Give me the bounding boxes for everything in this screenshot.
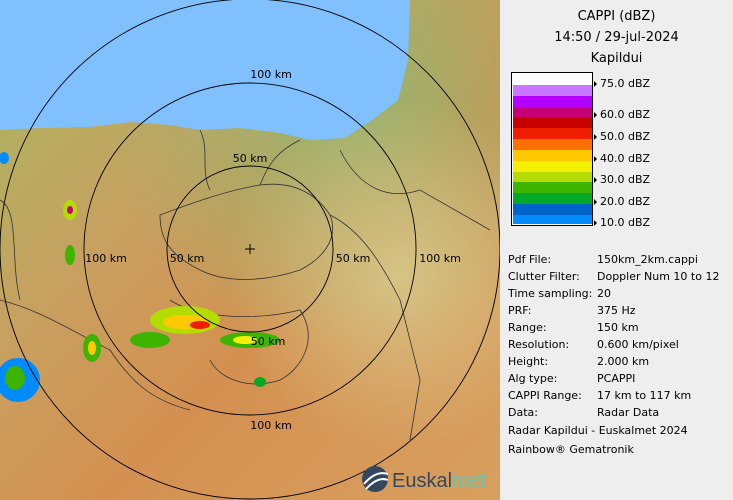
info-row: Alg type: PCAPPI [508, 372, 635, 385]
product-title: CAPPI (dBZ) [577, 9, 656, 24]
info-value: 150 km [597, 321, 639, 334]
info-value: 17 km to 117 km [597, 389, 692, 402]
legend-tick-label: 75.0 dBZ [594, 77, 650, 90]
info-key: CAPPI Range: [508, 389, 582, 402]
legend-band [513, 215, 592, 224]
ring-label: 50 km [170, 252, 205, 265]
ring-label: 50 km [251, 335, 286, 348]
info-value: 150km_2km.cappi [597, 253, 698, 266]
legend-band [513, 161, 592, 172]
legend-band [513, 172, 592, 182]
info-value: PCAPPI [597, 372, 636, 385]
footer-credit: Radar Kapildui - Euskalmet 2024 [508, 424, 688, 437]
legend-band [513, 96, 592, 107]
legend-band [513, 85, 592, 96]
datetime: 14:50 / 29-jul-2024 [554, 30, 679, 45]
info-value: 375 Hz [597, 304, 636, 317]
info-row: Clutter Filter: Doppler Num 10 to 12 [508, 270, 719, 283]
svg-text:Euskalmet: Euskalmet [392, 470, 486, 492]
radar-center-marker [245, 244, 255, 254]
legend-band [513, 128, 592, 139]
info-row: Range: 150 km [508, 321, 639, 334]
info-row: Data: Radar Data [508, 406, 659, 419]
province-borders [0, 129, 491, 441]
info-value: 0.600 km/pixel [597, 338, 679, 351]
legend-tick-label: 60.0 dBZ [594, 108, 650, 121]
rain-echoes [0, 152, 280, 402]
ring-label: 100 km [250, 68, 292, 81]
ring-label: 50 km [233, 152, 268, 165]
info-key: Height: [508, 355, 549, 368]
info-row: PRF: 375 Hz [508, 304, 636, 317]
info-row: Resolution: 0.600 km/pixel [508, 338, 679, 351]
info-value: Doppler Num 10 to 12 [597, 270, 720, 283]
legend-tick-label: 30.0 dBZ [594, 173, 650, 186]
legend-tick-label: 40.0 dBZ [594, 152, 650, 165]
info-value: 20 [597, 287, 611, 300]
info-row: Height: 2.000 km [508, 355, 649, 368]
info-row: CAPPI Range: 17 km to 117 km [508, 389, 691, 402]
ring-label: 100 km [85, 252, 127, 265]
info-value: Radar Data [597, 406, 660, 419]
color-legend [511, 72, 593, 226]
info-key: Clutter Filter: [508, 270, 580, 283]
radar-map: 50 km 50 km 50 km 50 km 100 km 100 km 10… [0, 0, 500, 500]
info-key: Resolution: [508, 338, 570, 351]
info-key: Data: [508, 406, 538, 419]
info-key: Range: [508, 321, 547, 334]
footer-software: Rainbow® Gematronik [508, 443, 634, 456]
info-row: Time sampling: 20 [508, 287, 611, 300]
legend-tick-label: 50.0 dBZ [594, 130, 650, 143]
info-key: Pdf File: [508, 253, 552, 266]
info-key: PRF: [508, 304, 532, 317]
range-rings [0, 0, 500, 500]
legend-band [513, 150, 592, 161]
legend-band [513, 107, 592, 117]
legend-band [512, 73, 592, 85]
ring-label: 100 km [250, 419, 292, 432]
info-row: Pdf File: 150km_2km.cappi [508, 253, 698, 266]
legend-band [513, 193, 592, 204]
ring-label: 100 km [419, 252, 461, 265]
euskalmet-logo: Euskalmet [362, 466, 486, 492]
legend-band [513, 204, 592, 215]
site-name: Kapildui [590, 51, 643, 66]
info-key: Time sampling: [508, 287, 593, 300]
info-key: Alg type: [508, 372, 558, 385]
legend-tick-label: 10.0 dBZ [594, 216, 650, 229]
legend-tick-label: 20.0 dBZ [594, 195, 650, 208]
sea [0, 0, 410, 140]
ring-label: 50 km [336, 252, 371, 265]
info-value: 2.000 km [597, 355, 650, 368]
legend-band [513, 139, 592, 150]
legend-band [513, 117, 592, 128]
legend-band [513, 182, 592, 193]
